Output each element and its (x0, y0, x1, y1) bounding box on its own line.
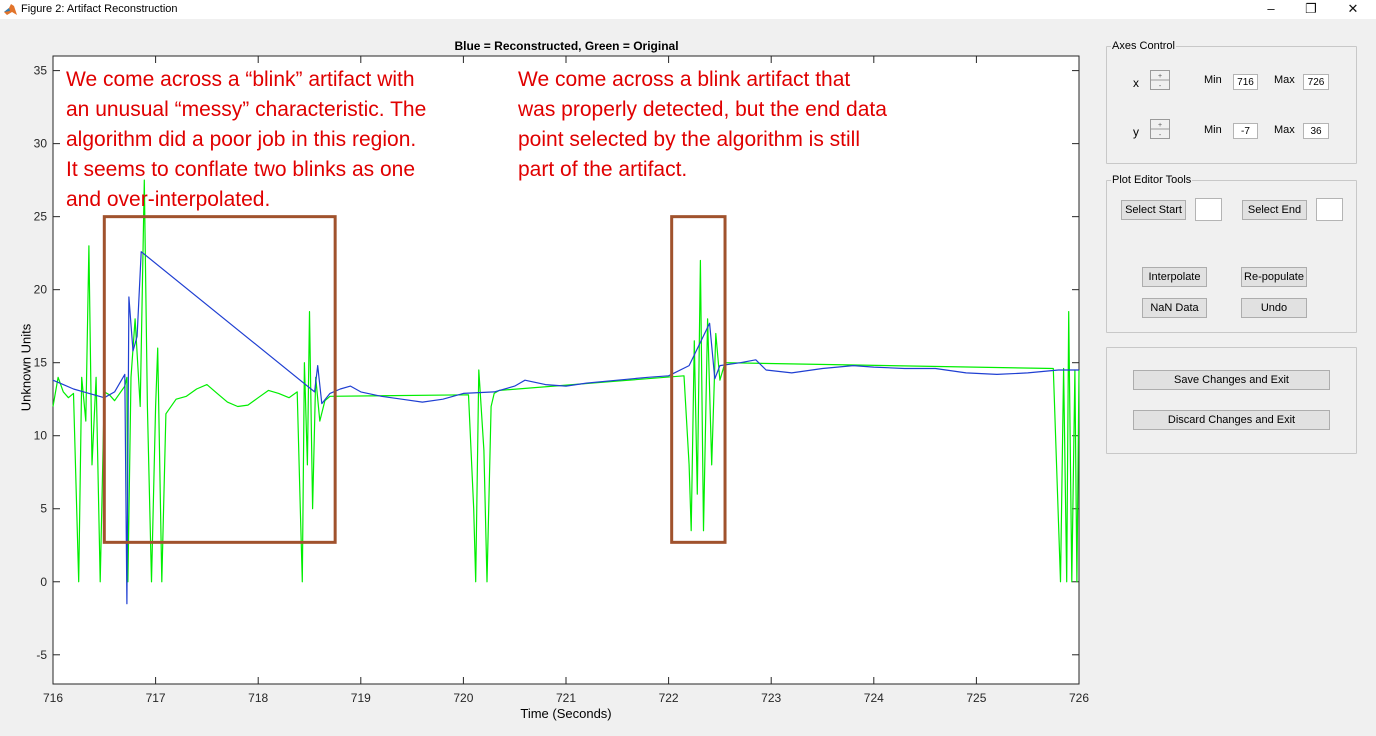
x-tick-label: 718 (248, 691, 268, 705)
y-tick-label: 5 (40, 502, 47, 516)
original-signal-line (52, 179, 1080, 583)
x-tick-label: 722 (659, 691, 679, 705)
x-max-label: Max (1274, 74, 1295, 86)
nan-data-button[interactable]: NaN Data (1142, 298, 1207, 318)
highlight-box-2 (670, 215, 727, 544)
y-axis-label: Unknown Units (18, 323, 34, 412)
x-axis-label-ctrl: x (1133, 76, 1139, 90)
plot-canvas[interactable]: 716 717 718 719 720 721 722 723 724 725 726 -5 0 5 10 1… (0, 19, 1100, 736)
svg-text:+: + (1158, 73, 1162, 80)
y-tick-label: -5 (36, 648, 47, 662)
select-end-button[interactable]: Select End (1242, 200, 1307, 220)
y-spinner[interactable]: + - (1150, 119, 1170, 139)
y-min-label: Min (1204, 124, 1222, 136)
x-axis-label: Time (Seconds) (520, 706, 612, 721)
x-tick-label: 720 (453, 691, 473, 705)
y-tick-label: 35 (34, 64, 48, 78)
x-tick-label: 726 (1069, 691, 1089, 705)
x-tick-label: 716 (43, 691, 63, 705)
close-button[interactable]: ✕ (1347, 1, 1359, 16)
plot-editor-title: Plot Editor Tools (1111, 174, 1193, 186)
x-spinner[interactable]: + - (1150, 70, 1170, 90)
y-min-field[interactable]: -7 (1233, 123, 1258, 139)
restore-button[interactable]: ❐ (1305, 1, 1317, 16)
x-min-field[interactable]: 716 (1233, 74, 1258, 90)
x-max-field[interactable]: 726 (1303, 74, 1329, 90)
annotation-messy-blink: We come across a “blink” artifact with a… (66, 68, 427, 211)
undo-button[interactable]: Undo (1241, 298, 1307, 318)
save-changes-button[interactable]: Save Changes and Exit (1133, 370, 1330, 390)
highlight-box-1 (102, 215, 337, 544)
plot-editor-panel: Plot Editor Tools Select Start Select En… (1106, 174, 1357, 333)
axes-control-panel: Axes Control x + - Min 716 Max 726 y + -… (1106, 40, 1357, 164)
annotation-blink-endpoint: We come across a blink artifact that was… (518, 68, 887, 181)
select-end-field[interactable] (1316, 198, 1343, 221)
y-tick-label: 30 (34, 137, 48, 151)
y-axis-label-ctrl: y (1133, 125, 1139, 139)
x-tick-label: 719 (351, 691, 371, 705)
minimize-button[interactable]: – (1267, 1, 1275, 16)
select-start-field[interactable] (1195, 198, 1222, 221)
x-tick-label: 717 (146, 691, 166, 705)
x-tick-label: 724 (864, 691, 884, 705)
y-tick-label: 20 (34, 283, 48, 297)
x-min-label: Min (1204, 74, 1222, 86)
select-start-button[interactable]: Select Start (1121, 200, 1186, 220)
x-tick-label: 721 (556, 691, 576, 705)
x-tick-label: 723 (761, 691, 781, 705)
y-tick-label: 10 (34, 429, 48, 443)
window-titlebar: Figure 2: Artifact Reconstruction – ❐ ✕ (0, 0, 1376, 19)
axes-control-title: Axes Control (1111, 40, 1176, 52)
x-tick-label: 725 (966, 691, 986, 705)
svg-text:-: - (1159, 83, 1162, 90)
plot-title: Blue = Reconstructed, Green = Original (454, 39, 679, 53)
repopulate-button[interactable]: Re-populate (1241, 267, 1307, 287)
interpolate-button[interactable]: Interpolate (1142, 267, 1207, 287)
y-tick-label: 15 (34, 356, 48, 370)
svg-text:+: + (1158, 122, 1162, 129)
matlab-icon (4, 4, 17, 15)
discard-changes-button[interactable]: Discard Changes and Exit (1133, 410, 1330, 430)
y-max-field[interactable]: 36 (1303, 123, 1329, 139)
y-tick-label: 0 (40, 575, 47, 589)
y-tick-label: 25 (34, 210, 48, 224)
window-title: Figure 2: Artifact Reconstruction (21, 3, 178, 15)
actions-panel: Save Changes and Exit Discard Changes an… (1106, 347, 1357, 454)
reconstructed-signal-line (52, 251, 1079, 605)
y-max-label: Max (1274, 124, 1295, 136)
svg-text:-: - (1159, 132, 1162, 139)
